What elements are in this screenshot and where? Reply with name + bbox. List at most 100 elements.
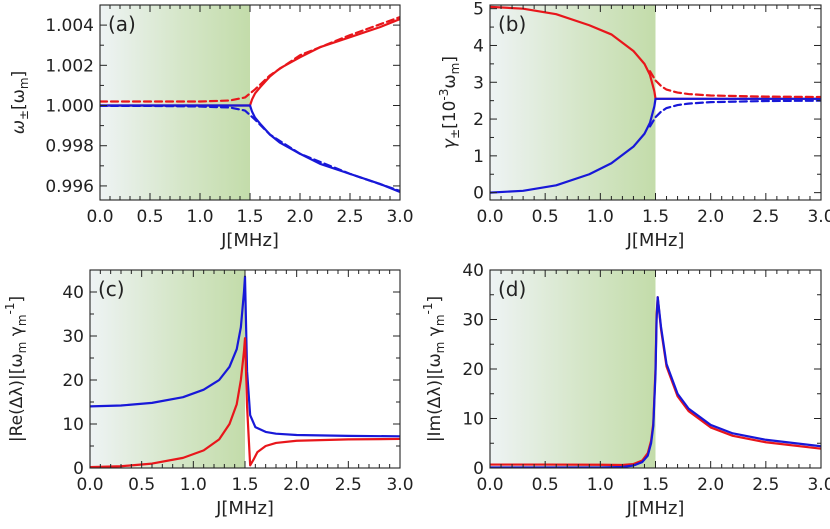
panel-label: (c) [98,277,125,301]
x-tick-label: 2.5 [336,207,363,227]
y-axis-label-part: γ [425,326,445,341]
panel-label: (b) [498,12,526,36]
x-tick-label: 2.0 [283,475,310,495]
y-tick-label: 40 [62,283,84,303]
x-tick-label: 0.0 [476,475,503,495]
y-axis-label-part: ] [425,296,445,303]
x-axis-label: J[MHz] [215,498,274,519]
series-line-0 [90,275,400,438]
y-tick-label: 2 [473,110,484,130]
x-tick-label: 0.5 [532,207,559,227]
x-tick-label: 2.5 [335,475,362,495]
y-axis-label-part: -1 [3,303,17,315]
y-axis-label-part: m [15,342,29,354]
x-axis-label: J[MHz] [626,498,685,519]
panel-label: (d) [498,277,526,301]
y-tick-label: 10 [462,410,484,430]
y-axis-label-part: -3 [437,89,451,101]
y-axis-label-part: -1 [421,302,435,314]
x-tick-label: 0.5 [128,475,155,495]
y-axis-label-part: ] [9,71,29,78]
y-tick-label: 3 [473,73,484,93]
y-axis-label-part: m [448,63,462,75]
shaded-region [490,5,656,200]
y-tick-label: 1.000 [45,97,94,117]
y-axis-label-part: ] [440,56,460,63]
x-tick-label: 1.0 [587,207,614,227]
y-axis-label-part: ] [7,296,27,303]
panel-label: (a) [108,12,136,36]
panel-d: 0.0 0.5 1.0 1.5 2.0 2.5 3.0 0 10 20 30 40 (d) J[MHz] |… [421,261,830,519]
y-tick-label: 30 [462,311,484,331]
y-tick-label: 0.996 [45,177,94,197]
y-axis-label-part: [ω [9,89,29,110]
shaded-region [490,270,656,468]
y-tick-label: 4 [473,36,484,56]
x-tick-label: 2.5 [752,475,779,495]
x-tick-label: 1.0 [587,475,614,495]
x-tick-label: 2.0 [697,207,724,227]
x-tick-label: 1.5 [231,475,258,495]
x-tick-label: 1.5 [642,475,669,495]
y-tick-label: 0.998 [45,137,94,157]
x-axis-label: J[MHz] [220,230,279,251]
x-tick-label: 1.0 [180,475,207,495]
series-line-3 [648,99,821,128]
series-line-1 [90,337,400,468]
x-tick-label: 1.5 [642,207,669,227]
x-tick-label: 3.0 [807,475,830,495]
x-tick-label: 0.5 [532,475,559,495]
x-tick-label: 3.0 [807,207,830,227]
y-tick-label: 0 [73,459,84,479]
y-tick-label: 20 [462,360,484,380]
y-tick-label: 0 [473,184,484,204]
y-axis-label: |Re(Δλ)|[ωm γm-1] [3,296,29,442]
panel-b: 0.0 0.5 1.0 1.5 2.0 2.5 3.0 0 1 2 3 4 5 (b) J[MHz] γ±[1… [437,0,830,251]
x-tick-label: 3.0 [386,207,413,227]
y-tick-label: 40 [462,261,484,281]
x-tick-label: 1.5 [236,207,263,227]
y-tick-label: 30 [62,327,84,347]
y-axis-label-part: ω [9,120,29,134]
x-tick-label: 0.0 [86,207,113,227]
x-tick-label: 3.0 [386,475,413,495]
y-axis-label-part: m [433,342,447,354]
y-axis-label-part: ω [440,74,460,88]
shaded-region [90,270,245,468]
series-line-1 [490,296,821,468]
y-tick-label: 1 [473,147,484,167]
y-axis-label: |Im(Δλ)|[ωm γm-1] [421,296,447,442]
y-axis-label: ω±[ωm] [9,71,31,135]
y-axis-label: γ±[10-3ωm] [437,56,462,149]
y-axis-label-part: γ [440,138,460,149]
x-tick-label: 2.0 [286,207,313,227]
x-tick-label: 2.0 [697,475,724,495]
x-tick-label: 0.0 [476,207,503,227]
y-tick-label: 5 [473,0,484,20]
series-line-2 [648,70,821,99]
x-tick-label: 0.5 [136,207,163,227]
series-line-1 [490,97,821,194]
y-axis-label-part: m [15,314,29,326]
y-axis-label-part: |Re(Δλ)|[ω [7,353,27,442]
x-tick-label: 2.5 [752,207,779,227]
panel-c: 0.0 0.5 1.0 1.5 2.0 2.5 3.0 0 10 20 30 40 (c) J[MHz] |… [3,269,414,519]
y-axis-label-part: m [433,314,447,326]
y-axis-label-part: γ [7,326,27,341]
y-tick-label: 1.004 [45,16,94,36]
y-tick-label: 1.002 [45,56,94,76]
y-axis-label-part: ± [17,110,31,120]
y-axis-label-part: [10 [440,101,460,129]
x-axis-label: J[MHz] [626,230,685,251]
y-tick-label: 20 [62,371,84,391]
series-line-2 [100,15,400,103]
y-tick-label: 0 [473,459,484,479]
x-tick-label: 0.0 [76,475,103,495]
x-tick-label: 1.0 [186,207,213,227]
y-axis-label-part: |Im(Δλ)|[ω [425,353,445,442]
y-axis-label-part: m [17,77,31,89]
series-line-3 [100,104,400,193]
y-axis-label-part: ± [448,129,462,139]
y-tick-label: 10 [62,415,84,435]
